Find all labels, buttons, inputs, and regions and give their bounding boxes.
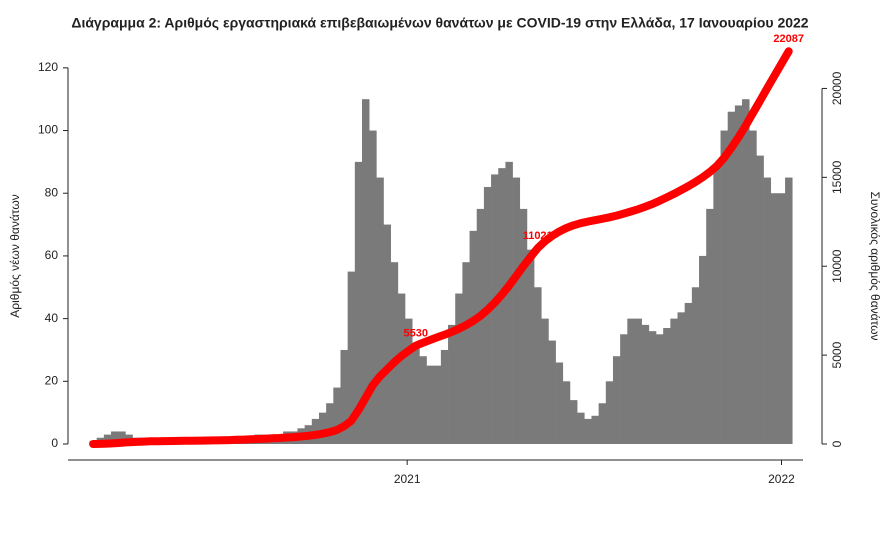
bar [749, 130, 757, 444]
bar [333, 387, 341, 444]
bar [362, 99, 370, 445]
y-tick-label: 0 [51, 436, 58, 450]
y-tick-label: 40 [45, 311, 59, 325]
bar [426, 365, 435, 444]
y-tick-label: 80 [45, 185, 59, 199]
bar [584, 418, 592, 444]
bar [491, 174, 499, 444]
cumulative-line [89, 47, 793, 448]
bar [340, 349, 348, 444]
bar [699, 255, 707, 444]
bar [369, 130, 377, 444]
bar [440, 349, 449, 444]
bar [505, 161, 513, 444]
bar [720, 130, 729, 444]
bar [684, 302, 693, 444]
bar [706, 208, 714, 444]
bar [785, 177, 793, 444]
bar [777, 193, 786, 444]
y2-tick-label: 10000 [830, 249, 844, 283]
bar [541, 318, 549, 444]
bar [656, 334, 664, 444]
bar [620, 334, 628, 444]
chart-title: Διάγραμμα 2: Αριθμός εργαστηριακά επιβεβ… [71, 15, 808, 31]
annotation: 22087 [773, 33, 804, 45]
bar [405, 318, 413, 444]
bar [562, 381, 571, 444]
bar [677, 312, 685, 444]
bars [89, 99, 793, 445]
y2-tick-label: 15000 [830, 160, 844, 194]
bar [383, 224, 391, 444]
bar [734, 105, 743, 444]
bar [512, 177, 521, 444]
x-tick-label: 2021 [394, 472, 421, 486]
bar [605, 381, 614, 444]
y-tick-label: 100 [38, 123, 58, 137]
bar [498, 168, 506, 444]
bar [555, 362, 564, 444]
y2-tick-label: 5000 [830, 341, 844, 368]
bar [354, 161, 363, 444]
y2-tick-label: 20000 [830, 71, 844, 105]
bar [118, 431, 126, 444]
bar [326, 403, 334, 444]
bar [376, 177, 384, 444]
bar [483, 186, 492, 444]
y-tick-label: 20 [45, 373, 59, 387]
y2-axis-label: Συνολικός αριθμός θανάτων [868, 191, 880, 340]
bar [397, 293, 406, 444]
bar [455, 293, 463, 444]
bar [111, 431, 119, 444]
y2-tick-label: 0 [830, 440, 844, 447]
bar [318, 412, 327, 444]
y-tick-label: 120 [38, 60, 58, 74]
bar [433, 365, 442, 444]
bar [534, 287, 542, 444]
bar [627, 318, 635, 444]
bar [519, 208, 528, 444]
bar [612, 356, 621, 444]
bar [469, 230, 478, 444]
bar [577, 412, 585, 444]
bar [641, 324, 650, 444]
bar [598, 403, 607, 444]
bar [634, 318, 642, 444]
bar [663, 328, 671, 444]
bar [419, 356, 427, 444]
bar [103, 434, 112, 444]
bar [347, 271, 356, 444]
bar [548, 340, 556, 444]
annotation: 5530 [404, 328, 428, 340]
x-tick-label: 2022 [768, 472, 795, 486]
bar [390, 262, 399, 444]
bar [648, 331, 657, 444]
bar [756, 155, 764, 445]
bar [770, 193, 779, 444]
bar [763, 177, 772, 444]
bar [742, 99, 750, 445]
bar [526, 249, 535, 444]
y-tick-label: 60 [45, 248, 59, 262]
bar [412, 343, 420, 444]
bar [476, 208, 485, 444]
bar [462, 262, 470, 444]
annotation: 11021 [523, 230, 553, 242]
bar [569, 400, 578, 444]
y-axis-label: Αριθμός νέων θανάτων [8, 194, 22, 317]
bar [670, 318, 678, 444]
bar [448, 324, 456, 444]
bar [713, 168, 721, 444]
bar [727, 111, 736, 445]
bar [591, 415, 599, 444]
bar [691, 287, 700, 444]
